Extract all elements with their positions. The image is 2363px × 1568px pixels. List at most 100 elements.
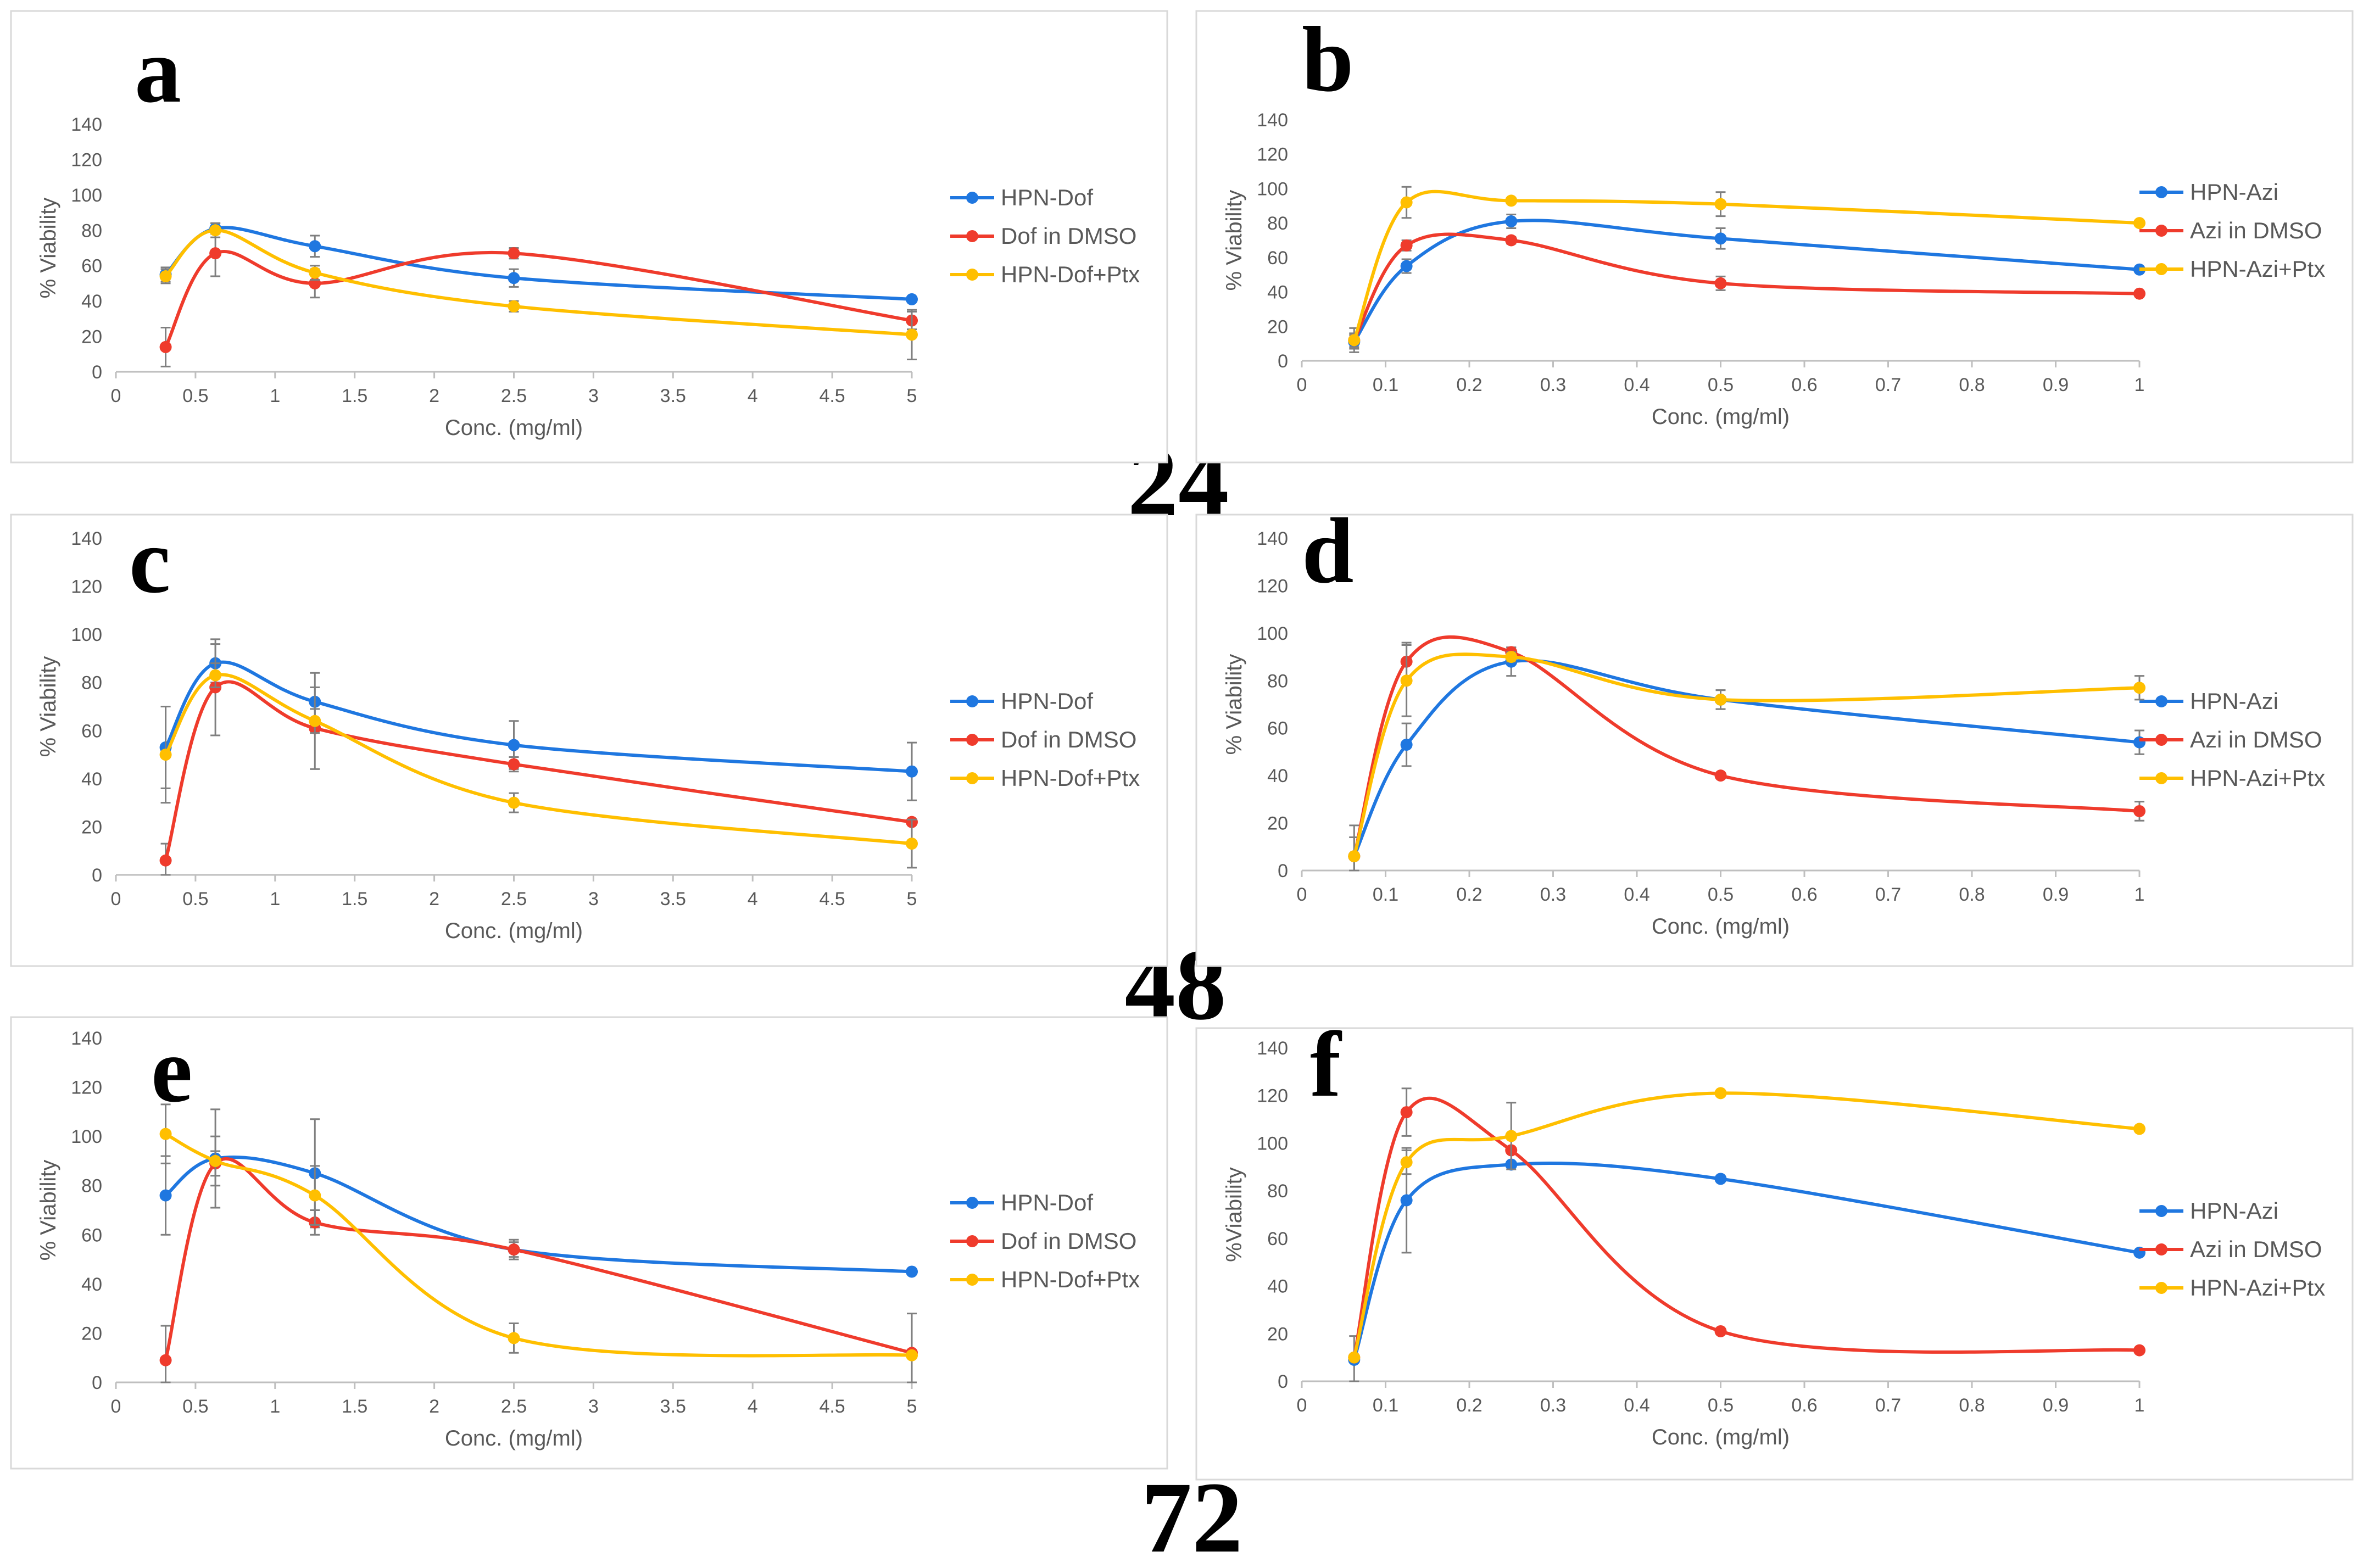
x-tick-label: 0.9: [2043, 884, 2069, 905]
data-point: [1714, 198, 1727, 210]
data-point: [1400, 1156, 1413, 1169]
data-point: [508, 272, 520, 284]
data-point: [508, 758, 520, 771]
y-tick-label: 40: [81, 769, 102, 790]
data-point: [309, 715, 321, 727]
legend-label: HPN-Azi+Ptx: [2190, 256, 2325, 282]
chart-panel-e: 0 20 40 60 80 100 120 140 0 0.5 1 1.5 2 2.5 3 3.5 4 4.5 5 C…: [10, 1016, 1168, 1470]
y-tick-label: 80: [1267, 1181, 1288, 1202]
x-tick-label: 4.5: [819, 1396, 845, 1417]
data-point: [1714, 769, 1727, 782]
x-tick-label: 3: [588, 889, 599, 909]
x-tick-label: 0.2: [1456, 375, 1482, 395]
data-point: [1505, 234, 1518, 247]
data-point: [1400, 1194, 1413, 1207]
y-tick-label: 0: [1278, 861, 1288, 881]
data-point: [1400, 1106, 1413, 1119]
x-tick-label: 0.4: [1624, 375, 1649, 395]
x-tick-label: 3.5: [660, 889, 686, 909]
chart-panel-a: 0 20 40 60 80 100 120 140 0 0.5 1 1.5 2 2.5 3 3.5 4 4.5 5 C…: [10, 10, 1168, 464]
legend-label: HPN-Azi: [2190, 688, 2278, 714]
x-tick-label: 3.5: [660, 1396, 686, 1417]
y-tick-label: 140: [71, 528, 102, 549]
x-tick-label: 0.5: [182, 889, 208, 909]
x-tick-label: 0.1: [1373, 375, 1398, 395]
data-point: [906, 1349, 918, 1361]
legend-swatch-marker: [966, 734, 978, 746]
legend-swatch-marker: [2155, 1243, 2167, 1255]
data-point: [159, 1354, 172, 1366]
x-tick-label: 0.7: [1875, 1395, 1901, 1416]
legend-swatch-marker: [966, 192, 978, 204]
series-line: [1352, 1096, 2140, 1358]
x-tick-label: 3: [588, 1396, 599, 1417]
y-tick-label: 40: [81, 291, 102, 312]
x-axis-title: Conc. (mg/ml): [1652, 405, 1790, 429]
x-tick-label: 5: [907, 889, 917, 909]
x-tick-label: 0.6: [1791, 884, 1817, 905]
legend-swatch-marker: [2155, 772, 2167, 784]
data-point: [309, 240, 321, 253]
y-tick-label: 120: [1257, 576, 1288, 596]
panel-letter: b: [1302, 8, 1354, 111]
x-tick-label: 1: [2134, 884, 2145, 905]
data-point: [2133, 1344, 2145, 1357]
series-ptx: [1348, 186, 2145, 353]
data-point: [1400, 260, 1413, 272]
x-tick-label: 1.5: [342, 889, 367, 909]
panel-letter: d: [1302, 499, 1354, 602]
data-point: [159, 1189, 172, 1202]
y-tick-label: 40: [1267, 1276, 1288, 1297]
data-point: [508, 300, 520, 313]
x-tick-label: 2.5: [501, 1396, 527, 1417]
panel-letter: e: [151, 1018, 192, 1121]
series-ptx: [1348, 1087, 2145, 1364]
legend-label: HPN-Dof: [1001, 1190, 1093, 1215]
data-point: [508, 1243, 520, 1256]
y-tick-label: 20: [81, 817, 102, 838]
legend-swatch-marker: [2155, 1205, 2167, 1217]
legend-label: Dof in DMSO: [1001, 1228, 1136, 1254]
x-tick-label: 0: [111, 889, 121, 909]
series-ptx: [1348, 644, 2145, 872]
x-tick-label: 2.5: [501, 889, 527, 909]
legend-label: HPN-Azi: [2190, 1198, 2278, 1224]
legend-entry: HPN-Azi: [2139, 688, 2278, 714]
x-tick-label: 0.3: [1540, 375, 1566, 395]
y-tick-label: 120: [1257, 1086, 1288, 1107]
data-point: [906, 1265, 918, 1278]
legend-label: Dof in DMSO: [1001, 223, 1136, 249]
legend-entry: HPN-Dof+Ptx: [950, 1266, 1140, 1292]
y-tick-label: 100: [71, 1126, 102, 1147]
data-point: [209, 224, 222, 237]
chart-panel-b: 0 20 40 60 80 100 120 140 0 0.1 0.2 0.3 0.4 0.5 0.6 0.7…: [1195, 8, 2354, 464]
x-tick-label: 0.5: [1708, 1395, 1734, 1416]
data-point: [159, 270, 172, 283]
data-point: [309, 266, 321, 279]
y-tick-label: 20: [1267, 813, 1288, 834]
y-tick-label: 100: [1257, 1133, 1288, 1154]
y-tick-label: 40: [81, 1274, 102, 1295]
x-axis-title: Conc. (mg/ml): [445, 416, 583, 440]
series-dmso: [1348, 1087, 2145, 1364]
y-tick-label: 40: [1267, 282, 1288, 303]
x-tick-label: 0.9: [2043, 1395, 2069, 1416]
y-tick-label: 140: [1257, 528, 1288, 549]
panel-frame: [1195, 10, 2354, 464]
data-point: [1400, 738, 1413, 751]
data-point: [1505, 215, 1518, 228]
data-point: [159, 1128, 172, 1140]
y-tick-label: 120: [71, 149, 102, 170]
series-line: [1352, 189, 2140, 341]
y-tick-label: 80: [1267, 213, 1288, 234]
series-line: [164, 1157, 912, 1361]
legend-entry: HPN-Dof: [950, 688, 1093, 714]
legend-entry: Dof in DMSO: [950, 727, 1136, 752]
legend-entry: HPN-Azi: [2139, 179, 2278, 205]
y-tick-label: 80: [81, 673, 102, 694]
series-line: [1352, 1161, 2140, 1360]
x-tick-label: 0.5: [1708, 884, 1734, 905]
y-tick-label: 80: [81, 1176, 102, 1197]
x-tick-label: 0: [1297, 375, 1307, 395]
